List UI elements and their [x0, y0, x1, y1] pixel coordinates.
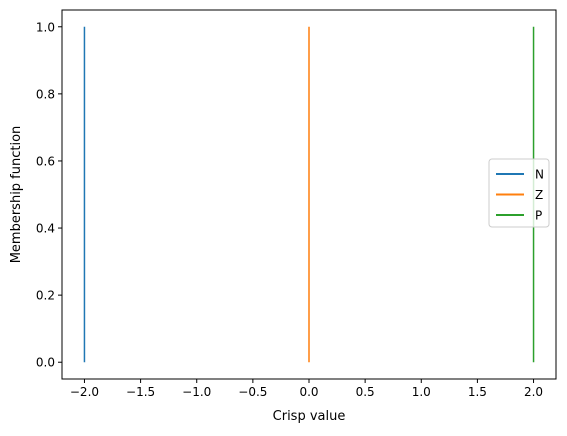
legend-entries: NZP — [496, 168, 544, 223]
x-tick-label: 0.5 — [356, 385, 375, 399]
series-layer — [83, 26, 535, 363]
legend: NZP — [488, 158, 550, 228]
x-tick-label: −0.5 — [238, 385, 267, 399]
x-tick-label: 1.5 — [468, 385, 487, 399]
y-axis-label: Membership function — [9, 126, 24, 264]
y-tick-label: 1.0 — [36, 20, 55, 34]
y-tick-label: 0.8 — [36, 87, 55, 101]
x-axis-ticks: −2.0 −1.5 −1.0 −0.5 0.0 0.5 1.0 1.5 2.0 — [70, 379, 543, 399]
legend-label-n: N — [535, 168, 544, 182]
legend-box — [488, 158, 550, 228]
x-tick-label: −1.5 — [126, 385, 155, 399]
y-tick-label: 0.0 — [36, 356, 55, 370]
x-tick-label: 1.0 — [412, 385, 431, 399]
x-tick-label: −1.0 — [182, 385, 211, 399]
y-axis-ticks: 0.0 0.2 0.4 0.6 0.8 1.0 — [36, 20, 62, 370]
x-tick-label: 0.0 — [299, 385, 318, 399]
x-tick-label: 2.0 — [524, 385, 543, 399]
y-tick-label: 0.4 — [36, 222, 55, 236]
x-tick-label: −2.0 — [70, 385, 99, 399]
y-tick-label: 0.6 — [36, 154, 55, 168]
y-tick-label: 0.2 — [36, 289, 55, 303]
legend-label-z: Z — [535, 188, 543, 202]
legend-label-p: P — [535, 209, 542, 223]
x-axis-label: Crisp value — [273, 409, 346, 424]
